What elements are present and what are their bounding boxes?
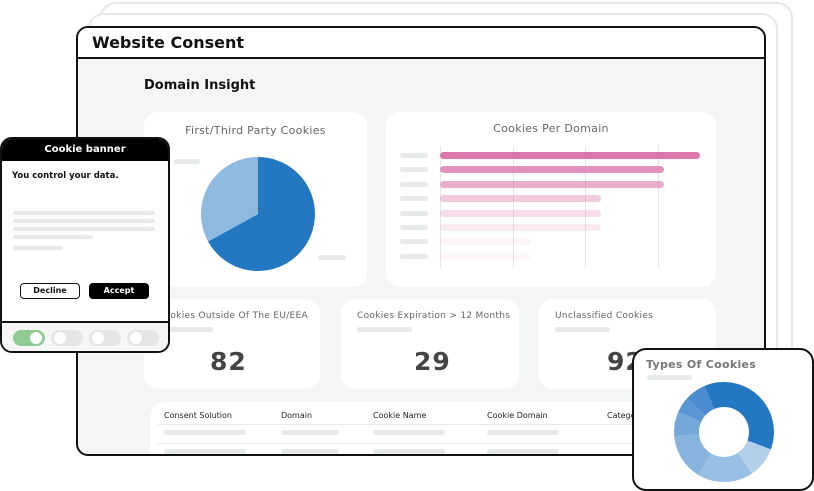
toggle-knob (54, 332, 66, 344)
stat-value: 82 (210, 347, 247, 376)
types-of-cookies-popup: Types Of Cookies (632, 348, 814, 491)
gridline (513, 146, 514, 268)
subtitle-placeholder (158, 327, 213, 332)
legend-placeholder (318, 255, 346, 260)
bar-label-placeholder (400, 181, 428, 187)
cell-placeholder (281, 430, 339, 435)
pie-slice (208, 157, 315, 271)
gridline (658, 146, 659, 268)
bar (440, 224, 602, 231)
toggle-knob (130, 332, 142, 344)
text-placeholder (13, 219, 155, 223)
column-header: Consent Solution (164, 411, 232, 420)
card-title: Cookies Per Domain (493, 122, 609, 135)
cell-placeholder (487, 449, 559, 454)
legend-placeholder (174, 159, 200, 164)
subtitle-placeholder (647, 375, 692, 380)
bar (440, 180, 664, 188)
column-header: Cookie Domain (487, 411, 548, 420)
donut-segment (678, 398, 706, 422)
banner-footer (2, 321, 168, 351)
banner-heading: You control your data. (12, 171, 119, 181)
banner-title: Cookie banner (2, 139, 168, 161)
cell-placeholder (373, 449, 445, 454)
bar-label-placeholder (400, 225, 428, 230)
bar (440, 209, 602, 217)
card-title: First/Third Party Cookies (185, 124, 326, 137)
text-placeholder (13, 235, 93, 239)
donut-segment (737, 440, 771, 474)
bar-label-placeholder (400, 239, 428, 245)
subtitle-placeholder (357, 327, 412, 332)
cell-placeholder (487, 430, 559, 435)
row-divider (158, 443, 758, 444)
types-donut-chart (674, 382, 774, 482)
column-header: Domain (281, 411, 313, 420)
outside-eu-card: Cookies Outside Of The EU/EEA 82 (144, 299, 320, 389)
bar (440, 152, 700, 159)
card-title: Cookies Outside Of The EU/EEA (158, 311, 308, 321)
bar-label-placeholder (400, 167, 428, 173)
card-title: Cookies Expiration > 12 Months (357, 311, 511, 321)
cookie-banner: Cookie banner You control your data. Dec… (0, 137, 170, 353)
party-cookies-card: First/Third Party Cookies (144, 112, 367, 287)
bar-label-placeholder (400, 196, 428, 202)
cell-placeholder (164, 430, 246, 435)
column-header: Cookie Name (373, 411, 427, 420)
gridline (585, 146, 586, 268)
cell-placeholder (281, 449, 339, 454)
gridline (440, 146, 441, 268)
donut-segment (698, 452, 752, 482)
bar-label-placeholder (400, 253, 428, 259)
row-divider (158, 424, 758, 425)
expiration-card: Cookies Expiration > 12 Months 29 (341, 299, 519, 389)
subtitle-placeholder (555, 327, 610, 332)
bar-label-placeholder (400, 210, 428, 216)
pie-slice (201, 157, 258, 242)
accept-button[interactable]: Accept (89, 283, 149, 299)
donut-segment (674, 411, 702, 437)
toggle-switch[interactable] (89, 330, 121, 346)
column-header: Category (607, 411, 644, 420)
stat-value: 29 (414, 347, 451, 376)
toggle-switch[interactable] (51, 330, 83, 346)
window-title: Website Consent (78, 28, 764, 59)
bar (440, 166, 664, 174)
toggle-switch[interactable] (127, 330, 159, 346)
cell-placeholder (164, 449, 246, 454)
text-placeholder (13, 246, 63, 250)
cell-placeholder (373, 430, 445, 435)
party-pie-chart (201, 157, 315, 271)
toggle-switch[interactable] (13, 330, 45, 346)
donut-segment (704, 382, 774, 450)
decline-button[interactable]: Decline (20, 283, 80, 299)
card-title: Unclassified Cookies (555, 311, 654, 321)
text-placeholder (13, 227, 155, 231)
bar (440, 195, 602, 203)
website-consent-window: Website Consent Domain Insight First/Thi… (76, 26, 766, 456)
donut-segment (686, 385, 715, 416)
bar (440, 238, 531, 246)
donut-segment (674, 434, 712, 475)
toggle-knob (92, 332, 104, 344)
popup-title: Types Of Cookies (646, 358, 757, 371)
bar (440, 252, 531, 260)
toggle-knob (30, 332, 42, 344)
bar-label-placeholder (400, 153, 428, 158)
section-title: Domain Insight (144, 78, 256, 93)
cookies-per-domain-card: Cookies Per Domain (386, 112, 716, 287)
text-placeholder (13, 211, 155, 215)
